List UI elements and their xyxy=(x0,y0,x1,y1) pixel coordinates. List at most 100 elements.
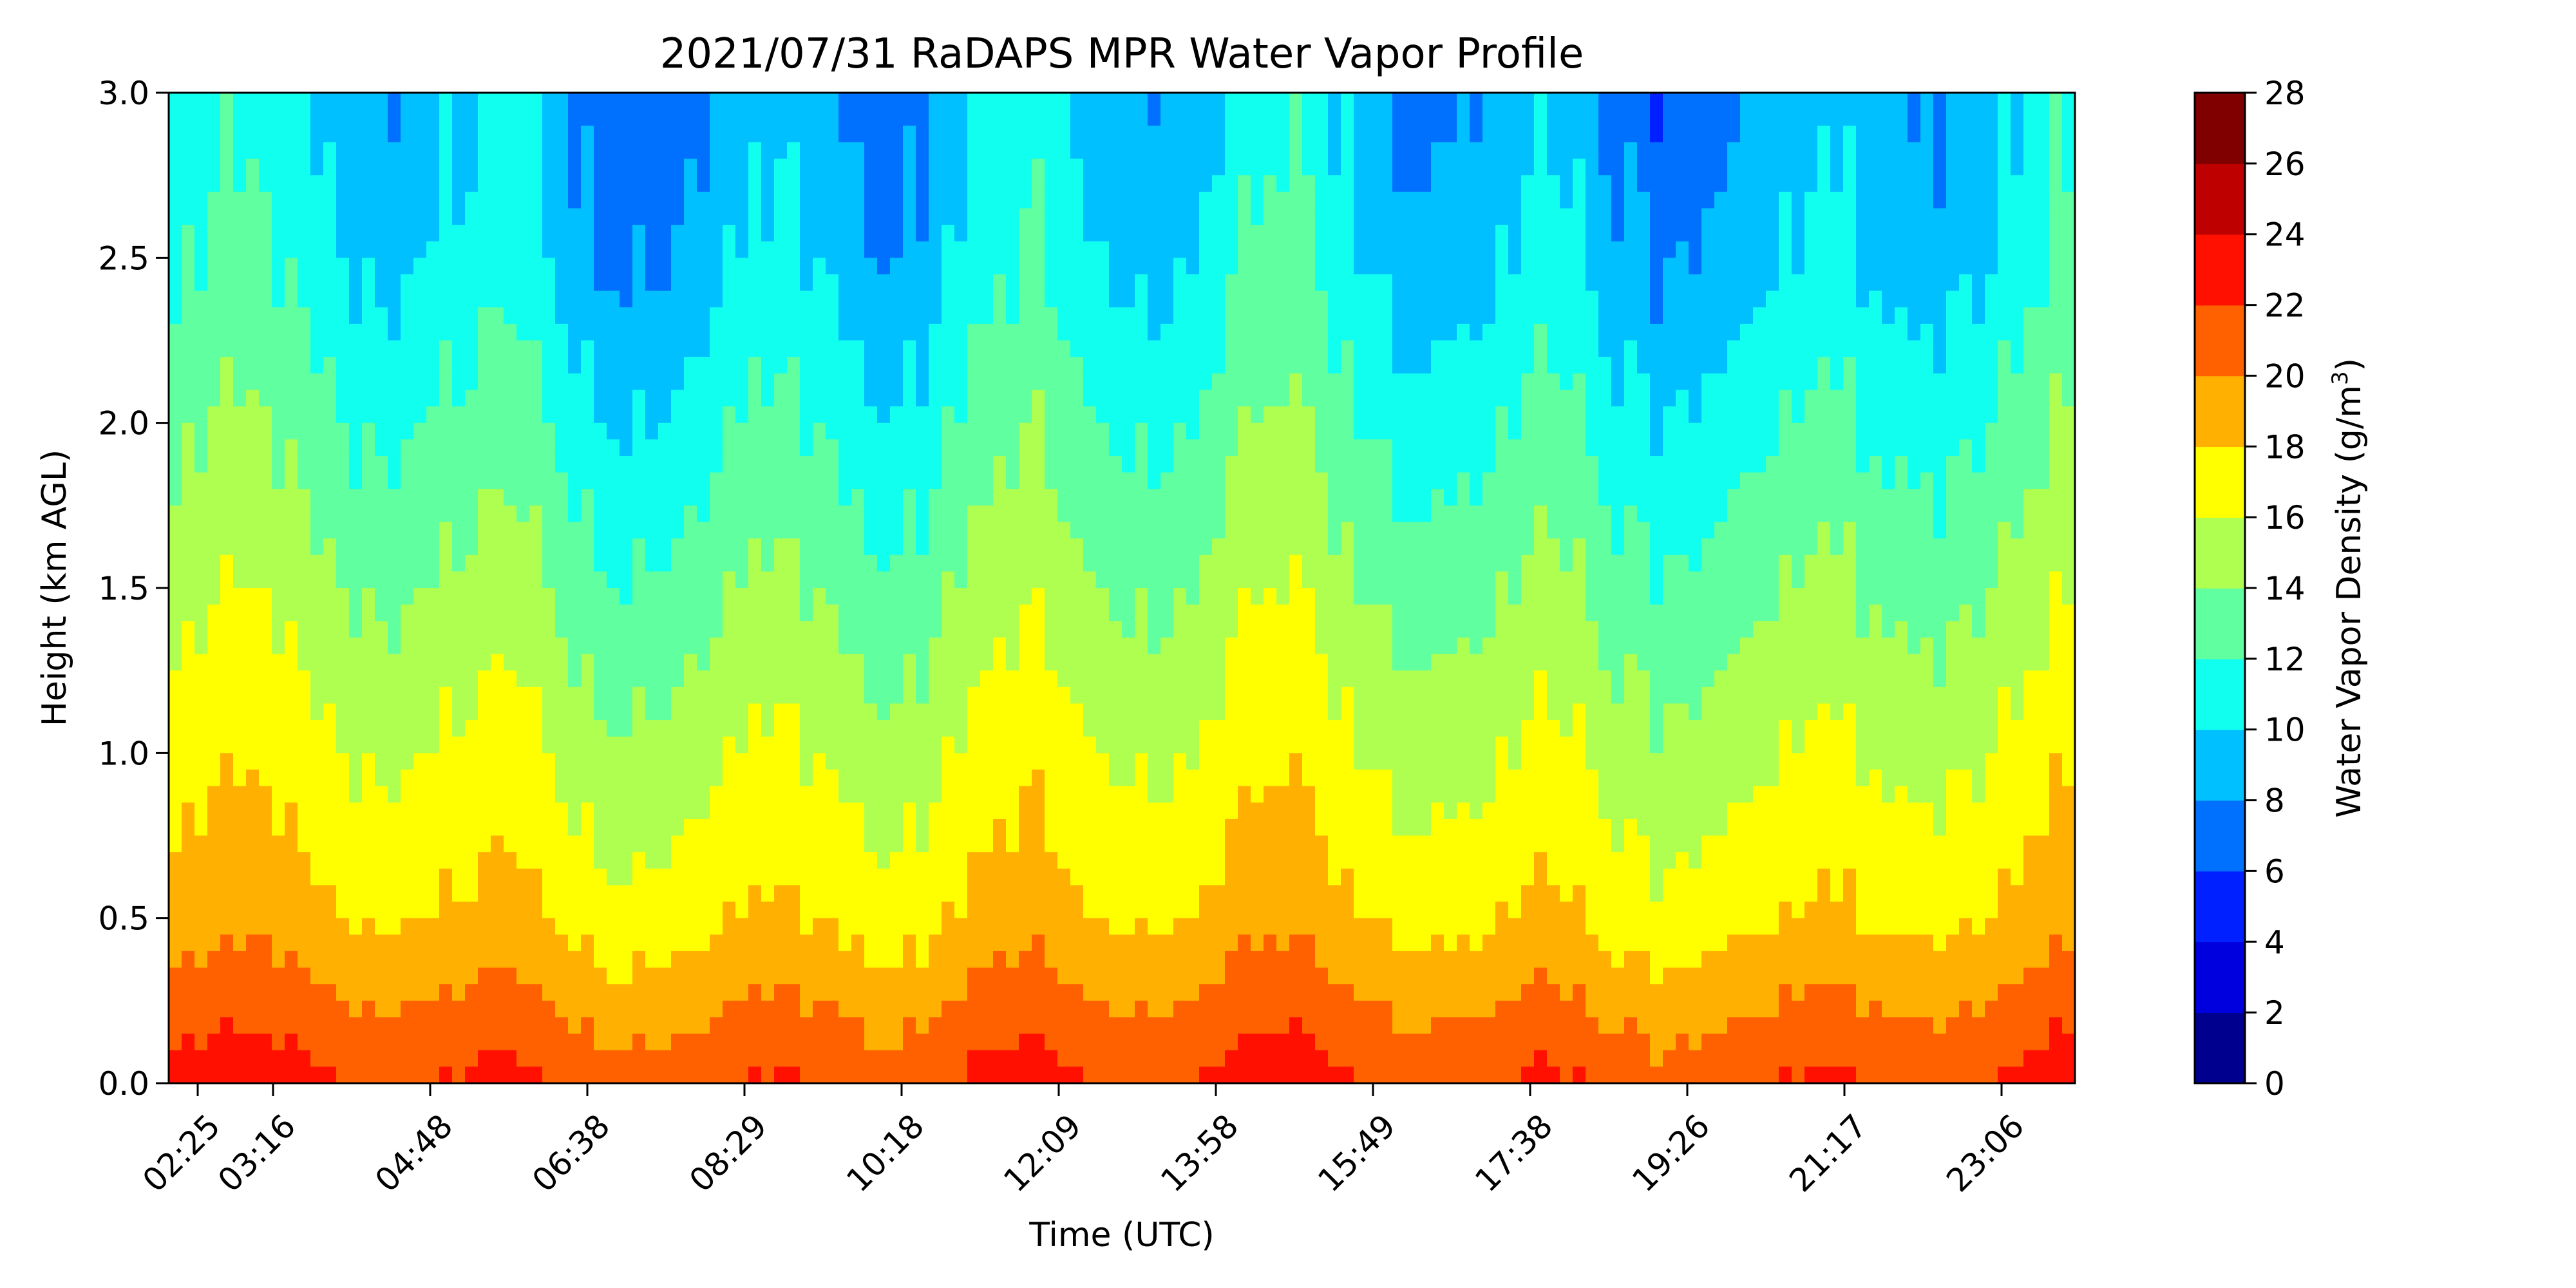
contour-cell xyxy=(1160,241,1174,258)
contour-cell xyxy=(478,687,491,705)
contour-cell xyxy=(929,439,942,457)
contour-cell xyxy=(787,835,800,853)
contour-cell xyxy=(388,1000,401,1018)
contour-cell xyxy=(916,191,929,209)
contour-cell xyxy=(504,852,517,869)
contour-cell xyxy=(620,1017,633,1034)
contour-cell xyxy=(491,902,504,919)
contour-cell xyxy=(465,687,478,705)
contour-cell xyxy=(723,191,736,209)
contour-cell xyxy=(491,703,504,721)
contour-cell xyxy=(388,852,401,869)
contour-cell xyxy=(194,720,208,737)
contour-cell xyxy=(1057,571,1071,589)
contour-cell xyxy=(555,868,569,886)
contour-cell xyxy=(504,340,517,357)
contour-cell xyxy=(1160,934,1174,952)
contour-cell xyxy=(903,340,916,357)
contour-cell xyxy=(259,357,272,374)
contour-cell xyxy=(645,654,659,671)
contour-cell xyxy=(478,637,491,655)
contour-cell xyxy=(233,406,247,424)
contour-cell xyxy=(658,769,672,787)
contour-cell xyxy=(1225,1050,1238,1067)
contour-cell xyxy=(220,571,234,589)
contour-cell xyxy=(336,439,350,457)
contour-cell xyxy=(967,175,981,193)
contour-cell xyxy=(813,703,826,721)
contour-cell xyxy=(671,1066,685,1083)
contour-cell xyxy=(1212,142,1226,160)
contour-cell xyxy=(620,126,633,143)
contour-cell xyxy=(362,208,375,225)
contour-cell xyxy=(748,1017,762,1034)
contour-cell xyxy=(671,621,685,638)
contour-cell xyxy=(194,489,208,506)
contour-cell xyxy=(555,93,569,110)
contour-cell xyxy=(388,951,401,969)
contour-cell xyxy=(1160,439,1174,457)
contour-cell xyxy=(194,885,208,902)
contour-cell xyxy=(916,390,929,407)
contour-cell xyxy=(413,571,427,589)
contour-cell xyxy=(465,1017,478,1034)
contour-cell xyxy=(220,455,234,473)
contour-cell xyxy=(568,786,582,803)
contour-cell xyxy=(1122,802,1135,820)
contour-cell xyxy=(684,1017,697,1034)
contour-cell xyxy=(1070,554,1084,572)
contour-cell xyxy=(1096,109,1110,126)
contour-cell xyxy=(1019,390,1032,407)
contour-cell xyxy=(774,455,788,473)
contour-cell xyxy=(1160,373,1174,390)
contour-cell xyxy=(826,802,839,820)
contour-cell xyxy=(465,208,478,225)
contour-cell xyxy=(658,422,672,440)
contour-cell xyxy=(632,670,646,688)
contour-cell xyxy=(194,522,208,539)
contour-cell xyxy=(413,984,427,1001)
contour-cell xyxy=(1032,753,1045,770)
contour-cell xyxy=(1045,406,1058,424)
contour-cell xyxy=(1148,373,1161,390)
contour-cell xyxy=(710,984,723,1001)
contour-cell xyxy=(336,984,350,1001)
contour-cell xyxy=(813,720,826,737)
contour-cell xyxy=(632,109,646,126)
contour-cell xyxy=(426,687,440,705)
contour-cell xyxy=(967,1066,981,1083)
contour-cell xyxy=(890,918,904,935)
contour-cell xyxy=(1186,1050,1200,1067)
contour-cell xyxy=(233,736,247,753)
contour-cell xyxy=(890,323,904,341)
contour-cell xyxy=(375,902,388,919)
contour-cell xyxy=(1057,472,1071,489)
contour-cell xyxy=(658,1066,672,1083)
contour-cell xyxy=(1212,736,1226,753)
contour-cell xyxy=(323,885,337,902)
contour-cell xyxy=(671,422,685,440)
contour-cell xyxy=(1045,455,1058,473)
contour-cell xyxy=(1199,522,1213,539)
contour-cell xyxy=(1135,637,1148,655)
contour-cell xyxy=(426,934,440,952)
contour-cell xyxy=(838,753,852,770)
contour-cell xyxy=(658,455,672,473)
contour-cell xyxy=(826,538,839,556)
contour-cell xyxy=(194,604,208,621)
contour-cell xyxy=(1122,1000,1135,1018)
contour-cell xyxy=(220,258,234,275)
contour-cell xyxy=(298,571,311,589)
contour-cell xyxy=(1225,703,1238,721)
contour-cell xyxy=(349,258,363,275)
contour-cell xyxy=(929,373,942,390)
contour-cell xyxy=(362,918,375,935)
contour-cell xyxy=(645,241,659,258)
contour-cell xyxy=(1135,472,1148,489)
contour-cell xyxy=(954,373,968,390)
contour-cell xyxy=(504,868,517,886)
contour-cell xyxy=(272,472,285,489)
contour-cell xyxy=(1160,472,1174,489)
contour-cell xyxy=(916,307,929,325)
contour-cell xyxy=(542,373,556,390)
